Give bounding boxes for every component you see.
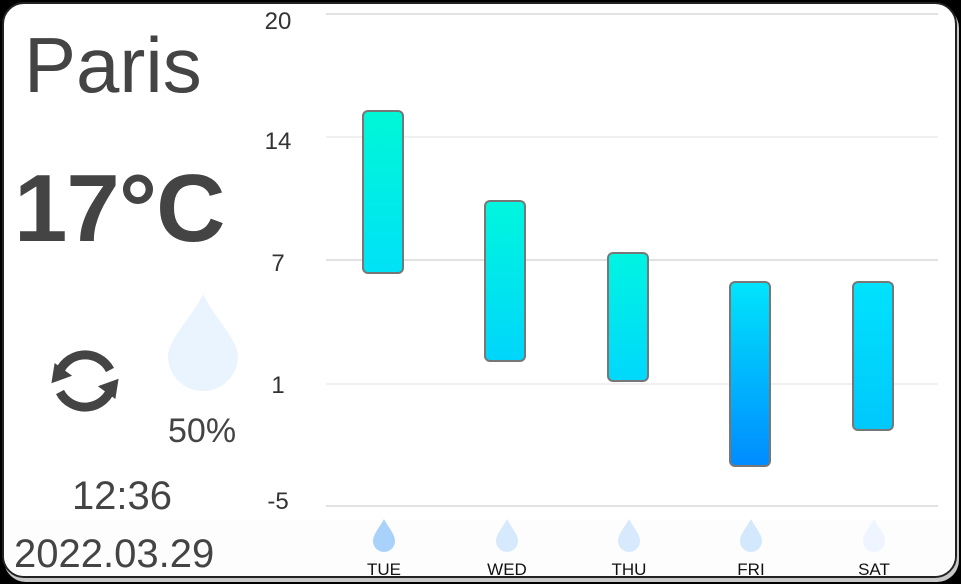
y-tick: 20 <box>264 8 292 35</box>
day-label-thu: THU <box>611 560 647 578</box>
precipitation-drop-icon <box>618 519 640 552</box>
precipitation-drop-icon <box>496 519 518 552</box>
y-tick: 14 <box>264 128 292 155</box>
day-label-sat: SAT <box>858 560 890 578</box>
y-tick: 1 <box>271 372 285 399</box>
day-label-tue: TUE <box>367 560 401 578</box>
gridline <box>326 13 938 15</box>
precipitation-drop-icon <box>740 519 762 552</box>
day-label-wed: WED <box>487 560 527 578</box>
day-label-fri: FRI <box>737 560 765 578</box>
temp-range-bar-fri <box>729 281 771 467</box>
temp-range-bar-thu <box>607 252 649 382</box>
temp-range-bar-tue <box>362 110 404 274</box>
water-drop-icon <box>168 294 238 391</box>
y-tick: -5 <box>267 488 289 515</box>
current-time: 12:36 <box>71 474 173 518</box>
refresh-button[interactable] <box>44 340 126 422</box>
city-name: Paris <box>24 21 202 109</box>
refresh-icon <box>51 350 119 412</box>
humidity-value: 50% <box>168 412 237 450</box>
y-tick: 7 <box>271 250 285 277</box>
temp-range-bar-sat <box>852 281 894 431</box>
current-date: 2022.03.29 <box>14 532 215 576</box>
temp-range-bar-wed <box>484 200 526 362</box>
current-temperature: 17°C <box>14 155 225 262</box>
gridline <box>326 136 938 138</box>
gridline <box>326 383 938 385</box>
day-strip <box>4 520 955 576</box>
gridline <box>326 505 938 507</box>
precipitation-drop-icon <box>863 519 885 552</box>
precipitation-drop-icon <box>373 519 395 552</box>
